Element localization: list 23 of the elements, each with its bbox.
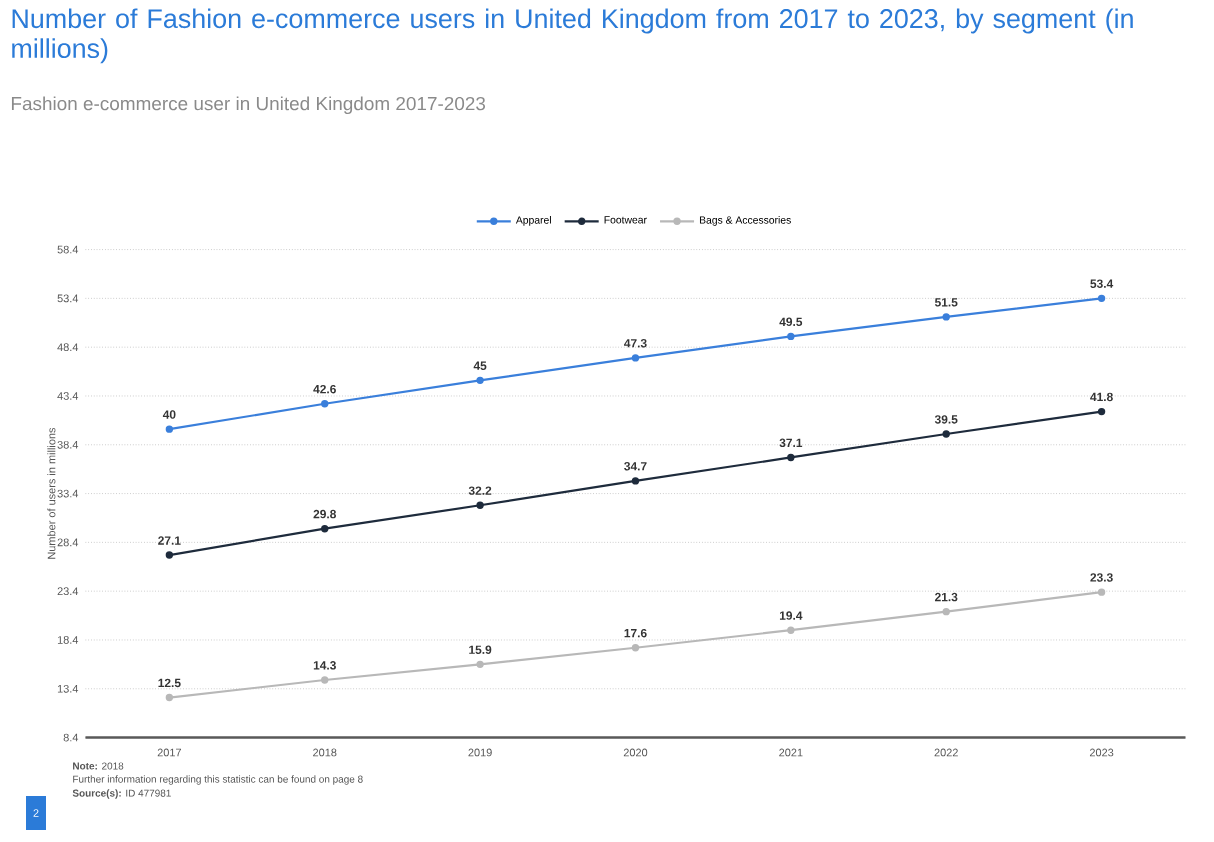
- point: [165, 693, 174, 702]
- point: [476, 501, 484, 509]
- point: [165, 425, 174, 433]
- point: [1097, 294, 1106, 303]
- chart-subtitle: Fashion e-commerce user in United Kingdom 2017-2023: [11, 96, 486, 115]
- point: [321, 525, 329, 533]
- point: [631, 644, 640, 652]
- point: [1097, 407, 1106, 416]
- point: [787, 453, 795, 462]
- point: [631, 354, 640, 362]
- point: [165, 551, 174, 559]
- point: [1097, 588, 1106, 596]
- point: [476, 376, 484, 385]
- point: [942, 607, 950, 616]
- point: [321, 676, 329, 684]
- point: [787, 332, 795, 341]
- point: [942, 313, 950, 321]
- chart-title: Number of Fashion e-commerce users in United Kingdom from 2017 to 2023, by segment (in millions): [12, 8, 1133, 64]
- point: [631, 477, 640, 485]
- point: [942, 430, 950, 438]
- point: [787, 626, 795, 634]
- point: [321, 400, 329, 408]
- point: [476, 660, 484, 669]
